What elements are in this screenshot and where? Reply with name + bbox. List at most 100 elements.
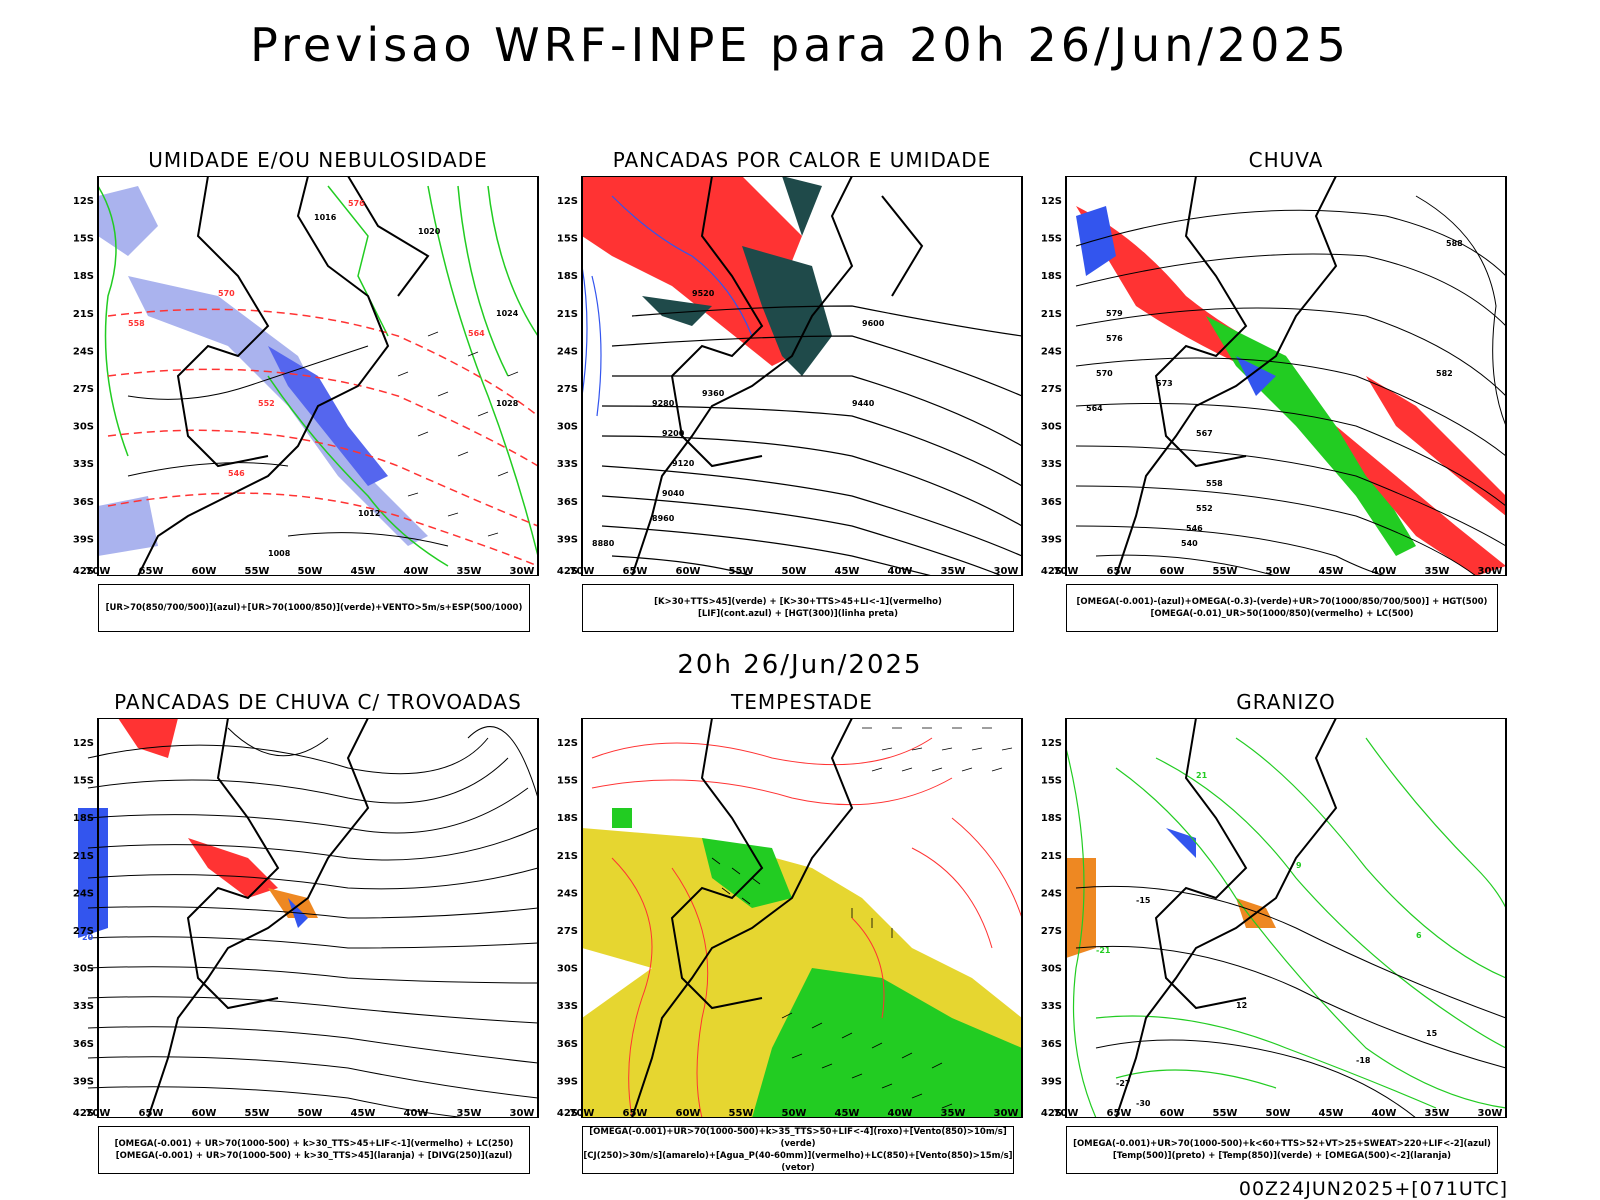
lon-tick-label: 60W [676, 566, 701, 576]
svg-text:564: 564 [1086, 404, 1103, 413]
lon-tick-label: 55W [1213, 566, 1238, 576]
lon-tick-label: 65W [139, 1108, 164, 1118]
fill-layer [98, 186, 428, 556]
lon-tick-label: 40W [888, 566, 913, 576]
lat-tick-label: 42S [1041, 1108, 1062, 1118]
svg-text:570: 570 [218, 289, 235, 298]
lon-tick-label: 55W [245, 1108, 270, 1118]
lat-tick-label: 33S [557, 459, 578, 470]
lat-tick-label: 21S [557, 309, 578, 320]
svg-text:546: 546 [228, 469, 245, 478]
svg-text:12: 12 [1236, 1001, 1247, 1010]
svg-text:558: 558 [1206, 479, 1223, 488]
lat-tick-label: 36S [557, 497, 578, 508]
svg-text:9360: 9360 [702, 389, 725, 398]
lon-tick-label: 30W [510, 566, 535, 576]
lon-tick-label: 60W [192, 566, 217, 576]
panel-legend: [OMEGA(-0.001)+UR>70(1000-500)+k>35_TTS>… [582, 1126, 1014, 1174]
lon-tick-label: 50W [298, 1108, 323, 1118]
page-title: Previsao WRF-INPE para 20h 26/Jun/2025 [250, 18, 1350, 72]
panel-legend: [OMEGA(-0.001)-(azul)+OMEGA(-0.3)-(verde… [1066, 584, 1498, 632]
lat-tick-label: 42S [73, 566, 94, 576]
labels: 20 [82, 933, 94, 942]
svg-text:576: 576 [1106, 334, 1123, 343]
lat-tick-label: 18S [1041, 813, 1062, 824]
lat-tick-label: 24S [73, 346, 94, 357]
mid-title: 20h 26/Jun/2025 [677, 650, 923, 680]
lat-tick-label: 15S [557, 234, 578, 245]
lat-tick-label: 36S [73, 497, 94, 508]
svg-text:-30: -30 [1136, 1099, 1151, 1108]
lat-tick-label: 27S [557, 384, 578, 395]
lat-tick-label: 30S [1041, 422, 1062, 433]
svg-text:21: 21 [1196, 771, 1208, 780]
lon-tick-label: 30W [994, 566, 1019, 576]
map-frame [581, 176, 1023, 576]
coastline [147, 718, 370, 1118]
svg-text:9280: 9280 [652, 399, 675, 408]
svg-text:570: 570 [1096, 369, 1113, 378]
lat-tick-label: 15S [1041, 776, 1062, 787]
lat-tick-label: 30S [557, 422, 578, 433]
svg-text:15: 15 [1426, 1029, 1438, 1038]
lon-tick-label: 70W [86, 1108, 111, 1118]
svg-text:552: 552 [1196, 504, 1213, 513]
lon-tick-label: 60W [676, 1108, 701, 1118]
lon-tick-label: 35W [1425, 566, 1450, 576]
lat-tick-label: 36S [73, 1039, 94, 1050]
fill-layer [1066, 828, 1276, 958]
svg-text:8960: 8960 [652, 514, 675, 523]
lon-tick-label: 40W [888, 1108, 913, 1118]
lat-tick-label: 21S [1041, 309, 1062, 320]
lon-tick-label: 70W [570, 1108, 595, 1118]
panel-title: PANCADAS DE CHUVA C/ TROVOADAS [114, 690, 522, 714]
lat-tick-label: 24S [1041, 346, 1062, 357]
lon-tick-label: 50W [782, 566, 807, 576]
svg-text:20: 20 [82, 933, 94, 942]
svg-text:540: 540 [1181, 539, 1198, 548]
lon-tick-label: 60W [1160, 566, 1185, 576]
svg-text:1020: 1020 [418, 227, 441, 236]
svg-text:1024: 1024 [496, 309, 519, 318]
lon-tick-label: 40W [1372, 566, 1397, 576]
svg-text:6: 6 [1416, 931, 1422, 940]
panel-legend: [OMEGA(-0.001) + UR>70(1000-500) + k>30_… [98, 1126, 530, 1174]
lon-tick-label: 70W [570, 566, 595, 576]
map-umidade: 1016 1020 1024 1028 1012 1008 546 552 55… [73, 176, 539, 576]
contour-layer [581, 195, 1023, 576]
lat-tick-label: 27S [1041, 926, 1062, 937]
svg-text:588: 588 [1446, 239, 1463, 248]
lat-tick-label: 21S [73, 851, 94, 862]
svg-text:8880: 8880 [592, 539, 615, 548]
map-frame [97, 718, 539, 1118]
lon-tick-label: 30W [994, 1108, 1019, 1118]
svg-text:-15: -15 [1136, 896, 1151, 905]
lon-tick-label: 30W [1478, 566, 1503, 576]
svg-text:9600: 9600 [862, 319, 885, 328]
lon-tick-label: 65W [623, 1108, 648, 1118]
lat-tick-label: 33S [73, 459, 94, 470]
svg-text:546: 546 [1186, 524, 1203, 533]
lon-tick-label: 30W [1478, 1108, 1503, 1118]
lat-tick-label: 18S [557, 271, 578, 282]
lat-tick-label: 24S [1041, 888, 1062, 899]
lat-tick-label: 18S [73, 271, 94, 282]
lon-tick-label: 40W [404, 1108, 429, 1118]
lat-tick-label: 18S [73, 813, 94, 824]
lat-tick-label: 39S [557, 1076, 578, 1087]
panel-title: UMIDADE E/OU NEBULOSIDADE [148, 148, 488, 172]
lon-tick-label: 50W [1266, 566, 1291, 576]
fill-layer [582, 808, 1022, 1118]
lat-tick-label: 33S [1041, 459, 1062, 470]
lat-tick-label: 42S [557, 1108, 578, 1118]
lon-tick-label: 35W [457, 1108, 482, 1118]
coastline [1115, 718, 1338, 1118]
map-chuva: 588 582 576 570 564 558 552 546 540 579 … [1041, 176, 1507, 576]
lon-tick-label: 35W [941, 1108, 966, 1118]
lat-tick-label: 42S [1041, 566, 1062, 576]
svg-text:567: 567 [1196, 429, 1213, 438]
contour-layer [1065, 737, 1507, 1118]
lat-tick-label: 18S [1041, 271, 1062, 282]
lon-tick-label: 60W [192, 1108, 217, 1118]
lon-tick-label: 45W [835, 1108, 860, 1118]
